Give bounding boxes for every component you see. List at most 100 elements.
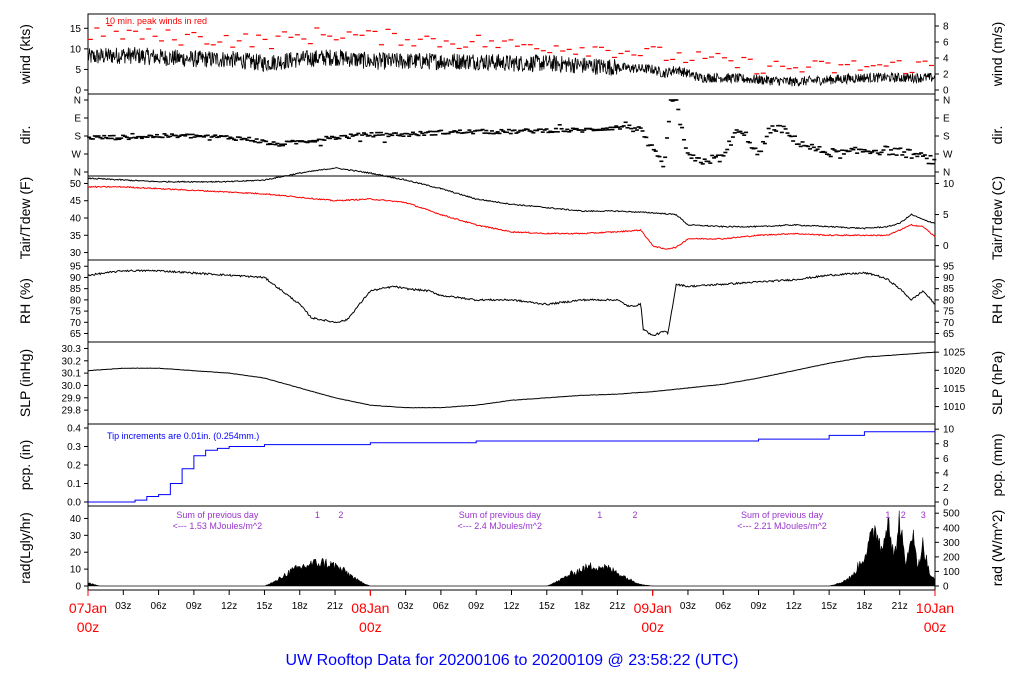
chart-title: UW Rooftop Data for 20200106 to 20200109… [286,652,739,669]
left-axis-label-pcp: pcp. (in) [17,440,33,491]
x-tick-label: 06z [151,601,167,612]
right-tick-label-rh: 90 [943,273,955,284]
series-temp-tair [87,167,936,230]
x-tick-label: 06z [715,601,731,612]
x-tick-label: 12z [786,601,802,612]
right-tick-label-pcp: 8 [943,439,949,450]
left-tick-label-slp: 30.3 [62,344,82,355]
left-tick-label-dir: N [74,168,81,179]
series-pcp [88,431,935,503]
left-tick-label-pcp: 0.1 [67,479,81,490]
right-axis-label-temp: Tair/Tdew (C) [989,176,1005,260]
left-tick-label-temp: 50 [70,179,82,190]
right-tick-label-pcp: 6 [943,454,949,465]
right-tick-label-dir: W [943,150,953,161]
rad-note-title: Sum of previous day [176,510,259,520]
left-axis-label-dir: dir. [17,126,33,145]
right-tick-label-dir: N [943,96,950,107]
left-axis-label-temp: Tair/Tdew (F) [17,177,33,259]
left-tick-label-wind: 15 [70,24,82,35]
left-tick-label-rh: 65 [70,329,82,340]
right-tick-label-slp: 1020 [943,366,966,377]
left-tick-label-dir: E [74,114,81,125]
series-rh [87,269,936,337]
right-axis-label-wind: wind (m/s) [989,22,1005,88]
left-tick-label-slp: 30.0 [62,381,82,392]
series-temp-tdew [87,185,936,250]
left-tick-label-rad: 20 [70,548,82,559]
right-tick-label-rh: 70 [943,318,955,329]
left-tick-label-temp: 35 [70,231,82,242]
left-axis-label-rh: RH (%) [17,278,33,324]
right-axis-label-rad: rad (W/m^2) [989,510,1005,587]
day-label-time: 00z [77,619,100,635]
right-tick-label-temp: 0 [943,241,949,252]
right-tick-label-pcp: 2 [943,483,949,494]
right-tick-label-rh: 75 [943,307,955,318]
x-tick-label: 18z [856,601,872,612]
panel-note-pcp: Tip increments are 0.01in. (0.254mm.) [107,431,259,441]
left-tick-label-rh: 75 [70,307,82,318]
left-tick-label-pcp: 0.0 [67,498,81,509]
rad-peak-mark: 2 [901,510,906,520]
right-axis-label-dir: dir. [989,126,1005,145]
left-tick-label-wind: 10 [70,44,82,55]
x-tick-label: 18z [574,601,590,612]
left-tick-label-temp: 30 [70,248,82,259]
left-tick-label-temp: 45 [70,196,82,207]
x-tick-label: 12z [503,601,519,612]
right-tick-label-wind: 8 [943,22,949,33]
right-axis-label-slp: SLP (hPa) [989,351,1005,415]
panel-frame-temp [87,175,936,261]
series-wind [87,47,936,87]
left-tick-label-rh: 80 [70,295,82,306]
day-label-date: 09Jan [634,600,672,616]
left-axis-label-slp: SLP (inHg) [17,349,33,417]
left-tick-label-slp: 29.9 [62,393,82,404]
left-tick-label-rh: 70 [70,318,82,329]
rad-peak-mark: 3 [921,510,926,520]
day-label-date: 07Jan [69,600,107,616]
left-tick-label-wind: 0 [75,86,81,97]
panel-frame-slp [87,341,936,425]
rad-peak-mark: 2 [338,510,343,520]
right-tick-label-wind: 4 [943,54,949,65]
day-label-time: 00z [924,619,947,635]
right-tick-label-rad: 0 [943,582,949,593]
right-tick-label-wind: 2 [943,70,949,81]
left-tick-label-rad: 0 [75,582,81,593]
rad-peak-mark: 1 [885,510,890,520]
right-tick-label-pcp: 4 [943,468,949,479]
right-axis-label-pcp: pcp. (mm) [989,434,1005,497]
x-tick-label: 09z [468,601,484,612]
left-tick-label-dir: S [74,132,81,143]
left-tick-label-rh: 85 [70,284,82,295]
right-tick-label-wind: 0 [943,86,949,97]
right-tick-label-dir: N [943,168,950,179]
rad-note-sum: <--- 2.4 MJoules/m^2 [457,521,542,531]
x-tick-label: 03z [398,601,414,612]
x-tick-label: 21z [327,601,343,612]
rad-note-title: Sum of previous day [459,510,542,520]
left-tick-label-temp: 40 [70,214,82,225]
left-tick-label-slp: 30.1 [62,369,82,380]
rad-peak-mark: 1 [315,510,320,520]
day-label-time: 00z [641,619,664,635]
day-label-date: 08Jan [351,600,389,616]
left-tick-label-slp: 29.8 [62,406,82,417]
right-tick-label-rh: 95 [943,262,955,273]
right-tick-label-rh: 80 [943,295,955,306]
left-tick-label-rad: 40 [70,514,82,525]
right-tick-label-rad: 200 [943,552,960,563]
right-tick-label-temp: 10 [943,179,955,190]
left-tick-label-pcp: 0.2 [67,461,81,472]
right-tick-label-dir: E [943,114,950,125]
left-tick-label-pcp: 0.3 [67,442,81,453]
x-tick-label: 18z [292,601,308,612]
left-tick-label-wind: 5 [75,65,81,76]
right-tick-label-pcp: 0 [943,498,949,509]
right-tick-label-rad: 400 [943,523,960,534]
rad-note-sum: <--- 2.21 MJoules/m^2 [737,521,827,531]
x-tick-label: 15z [539,601,555,612]
series-rad [87,510,936,587]
